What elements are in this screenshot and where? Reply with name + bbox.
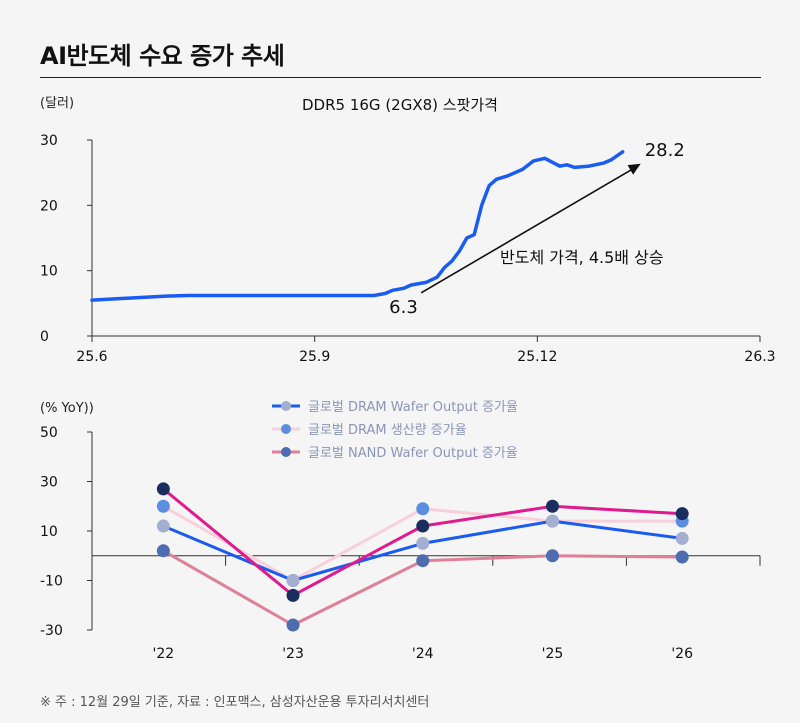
chart1-x-tick-label: 25.9 — [299, 349, 330, 365]
series-marker — [675, 507, 689, 521]
title-divider — [40, 77, 761, 78]
chart2-y-tick-label: -30 — [40, 623, 63, 639]
series-marker — [545, 514, 559, 528]
chart2-y-tick-label: 50 — [40, 425, 58, 441]
series-marker — [286, 588, 300, 602]
chart2-y-tick-label: 10 — [40, 524, 58, 540]
series-marker — [156, 519, 170, 533]
chart1-arrow-line — [420, 167, 636, 294]
series-marker — [675, 550, 689, 564]
series-marker — [675, 531, 689, 545]
series-marker — [545, 499, 559, 513]
legend-label: 글로벌 DRAM 생산량 증가율 — [308, 423, 467, 438]
footnote: ※ 주 : 12월 29일 기준, 자료 : 인포맥스, 삼성자산운용 투자리서… — [40, 695, 430, 710]
series-marker — [416, 554, 430, 568]
chart2-x-tick-label: '26 — [671, 646, 693, 662]
legend-label: 글로벌 NAND Wafer Output 증가율 — [308, 446, 518, 461]
chart1-x-tick-label: 25.12 — [517, 349, 557, 365]
chart1-unit-label: (달러) — [40, 96, 74, 111]
series-marker — [416, 519, 430, 533]
page-title: AI반도체 수요 증가 추세 — [40, 42, 285, 70]
series-marker — [286, 618, 300, 632]
chart2-y-tick-label: -10 — [40, 574, 63, 590]
chart1-price-line — [90, 150, 625, 302]
chart2-x-tick-label: '23 — [282, 646, 304, 662]
legend-marker — [281, 424, 291, 434]
chart1-title: DDR5 16G (2GX8) 스팟가격 — [302, 96, 498, 114]
series-marker — [156, 482, 170, 496]
chart2-y-tick-label: 30 — [40, 475, 58, 491]
chart1-x-tick-label: 26.3 — [744, 349, 775, 365]
series-marker — [156, 544, 170, 558]
chart1-start-value-label: 6.3 — [389, 297, 418, 318]
chart1-y-tick-label: 30 — [40, 133, 58, 149]
legend-marker — [281, 401, 291, 411]
chart2-x-tick-label: '24 — [412, 646, 434, 662]
chart2-x-tick-label: '22 — [153, 646, 175, 662]
chart1-arrow-head — [627, 163, 641, 175]
series-marker — [416, 502, 430, 516]
series-marker — [286, 574, 300, 587]
series-marker — [416, 536, 430, 550]
chart1-y-tick-label: 0 — [40, 329, 49, 345]
series-marker — [156, 499, 170, 513]
legend-label: 글로벌 DRAM Wafer Output 증가율 — [308, 400, 518, 415]
chart1-y-tick-label: 10 — [40, 264, 58, 280]
chart1-y-tick-label: 20 — [40, 198, 58, 214]
series-marker — [545, 549, 559, 563]
chart1-arrow-label: 반도체 가격, 4.5배 상승 — [500, 248, 664, 267]
chart2-x-tick-label: '25 — [542, 646, 564, 662]
chart1-x-tick-label: 25.6 — [76, 349, 107, 365]
legend-marker — [281, 447, 291, 457]
chart2-unit-label: (% YoY)) — [40, 401, 94, 416]
chart1-end-value-label: 28.2 — [645, 140, 685, 161]
